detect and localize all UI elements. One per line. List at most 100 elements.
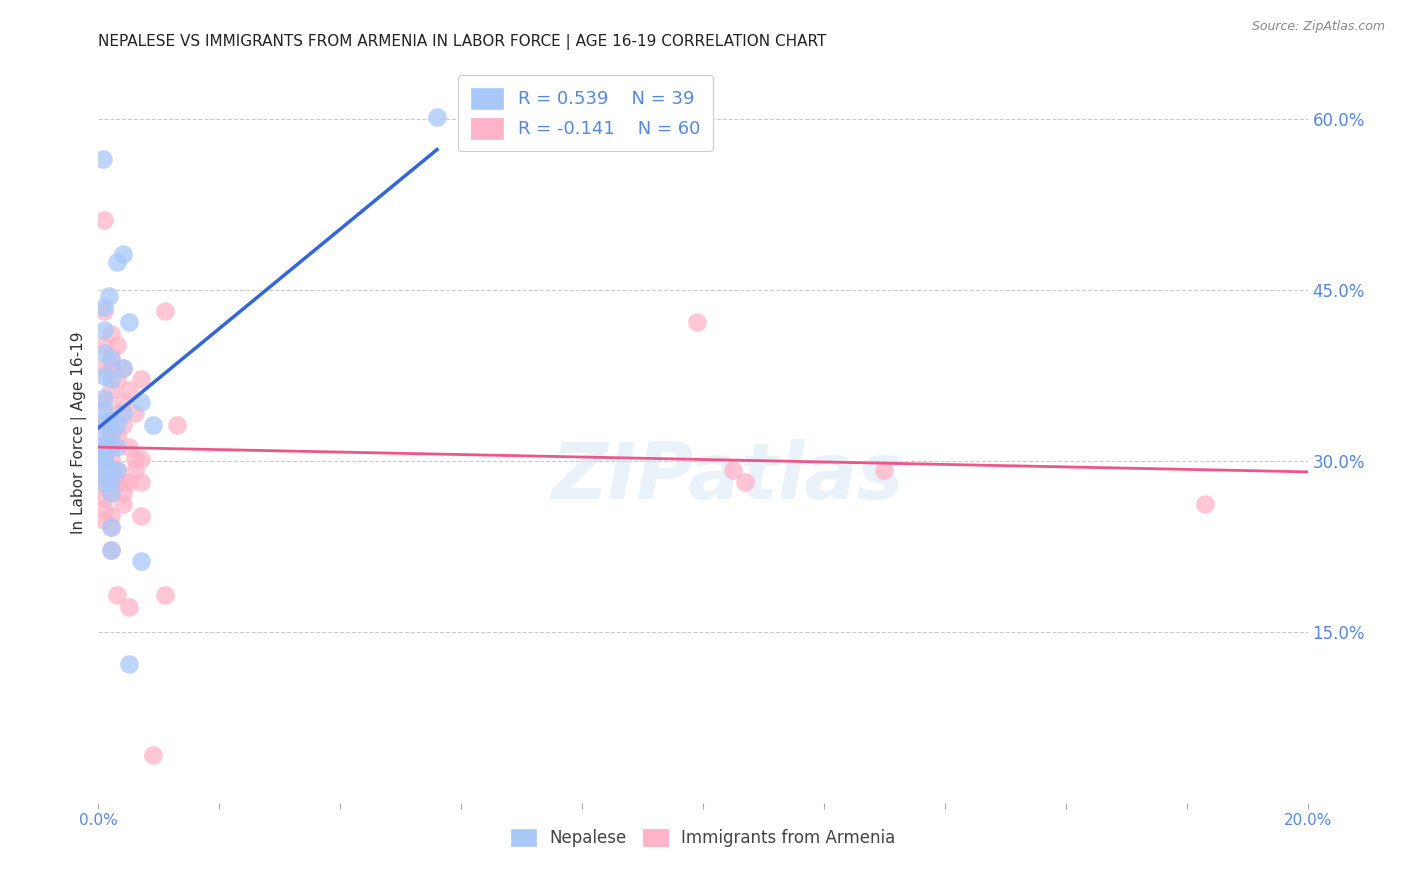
Point [129, 451, 152, 466]
Point [105, 372, 128, 386]
Point [129, 372, 152, 386]
Point [124, 463, 146, 477]
Point [93, 456, 115, 470]
Point [118, 384, 141, 398]
Point [111, 406, 134, 420]
Point [105, 441, 128, 455]
Point [93, 442, 115, 457]
Point [93, 395, 115, 409]
Point [105, 406, 128, 420]
Point [129, 554, 152, 568]
Point [124, 451, 146, 466]
Point [100, 486, 122, 500]
Point [100, 475, 122, 489]
Point [93, 441, 115, 455]
Point [734, 475, 756, 489]
Text: NEPALESE VS IMMIGRANTS FROM ARMENIA IN LABOR FORCE | AGE 16-19 CORRELATION CHART: NEPALESE VS IMMIGRANTS FROM ARMENIA IN L… [98, 34, 827, 50]
Point [111, 395, 134, 409]
Point [100, 451, 122, 466]
Point [93, 475, 115, 489]
Point [100, 543, 122, 558]
Point [100, 326, 122, 341]
Point [105, 338, 128, 352]
Point [93, 338, 115, 352]
Point [100, 520, 122, 534]
Point [153, 589, 176, 603]
Point [142, 417, 165, 432]
Point [129, 395, 152, 409]
Point [873, 463, 896, 477]
Point [111, 475, 134, 489]
Point [100, 508, 122, 523]
Point [118, 441, 141, 455]
Y-axis label: In Labor Force | Age 16-19: In Labor Force | Age 16-19 [72, 331, 87, 534]
Point [93, 451, 115, 466]
Point [100, 425, 122, 440]
Point [118, 599, 141, 614]
Text: ZIPatlas: ZIPatlas [551, 439, 903, 515]
Point [166, 417, 188, 432]
Point [93, 502, 115, 516]
Point [100, 463, 122, 477]
Point [93, 451, 115, 466]
Point [93, 437, 115, 451]
Point [105, 254, 128, 268]
Point [93, 467, 115, 482]
Point [118, 315, 141, 329]
Point [105, 475, 128, 489]
Point [111, 497, 134, 511]
Point [100, 520, 122, 534]
Point [111, 417, 134, 432]
Point [93, 323, 115, 337]
Point [129, 475, 152, 489]
Point [100, 441, 122, 455]
Point [100, 360, 122, 375]
Point [686, 315, 709, 329]
Point [105, 429, 128, 443]
Point [111, 360, 134, 375]
Point [93, 368, 115, 383]
Point [93, 346, 115, 360]
Point [93, 360, 115, 375]
Point [153, 303, 176, 318]
Point [98, 289, 121, 303]
Point [91, 153, 114, 167]
Point [100, 463, 122, 477]
Point [100, 486, 122, 500]
Point [100, 417, 122, 432]
Point [111, 486, 134, 500]
Point [93, 414, 115, 428]
Point [105, 463, 128, 477]
Point [100, 414, 122, 428]
Legend: Nepalese, Immigrants from Armenia: Nepalese, Immigrants from Armenia [503, 822, 903, 854]
Point [100, 429, 122, 443]
Point [111, 247, 134, 261]
Point [111, 360, 134, 375]
Point [100, 372, 122, 386]
Point [93, 301, 115, 315]
Point [100, 384, 122, 398]
Point [93, 417, 115, 432]
Point [129, 508, 152, 523]
Point [100, 543, 122, 558]
Point [118, 475, 141, 489]
Point [105, 463, 128, 477]
Point [100, 441, 122, 455]
Point [93, 479, 115, 493]
Point [93, 303, 115, 318]
Text: Source: ZipAtlas.com: Source: ZipAtlas.com [1251, 20, 1385, 33]
Point [100, 351, 122, 366]
Point [93, 392, 115, 406]
Point [93, 425, 115, 440]
Point [93, 402, 115, 417]
Point [100, 349, 122, 363]
Point [1194, 497, 1216, 511]
Point [93, 466, 115, 480]
Point [105, 589, 128, 603]
Point [93, 513, 115, 527]
Point [93, 212, 115, 227]
Point [93, 491, 115, 505]
Point [93, 456, 115, 470]
Point [118, 657, 141, 671]
Point [142, 747, 165, 762]
